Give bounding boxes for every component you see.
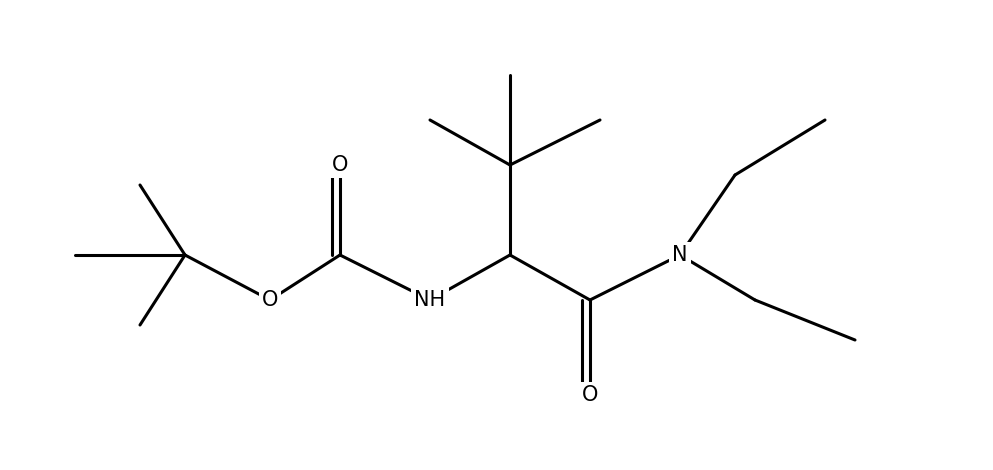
Text: N: N <box>672 245 688 265</box>
Text: O: O <box>582 385 598 405</box>
Text: O: O <box>262 290 278 310</box>
Text: NH: NH <box>414 290 446 310</box>
Text: O: O <box>332 155 349 175</box>
